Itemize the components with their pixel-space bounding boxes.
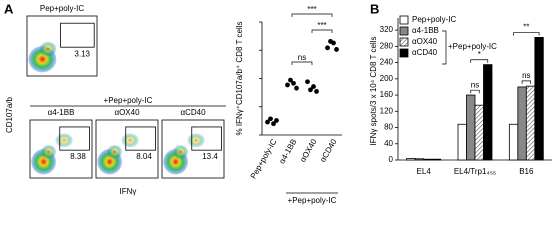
x-tick-label: αCD40	[318, 137, 339, 164]
bar	[414, 158, 425, 161]
bar	[525, 85, 536, 161]
panel-label: A	[4, 1, 14, 16]
gate-value: 8.04	[136, 152, 152, 161]
legend-label: α4-1BB	[412, 26, 439, 35]
y-tick-label: 120	[380, 106, 394, 115]
flow-title: α4-1BB	[48, 108, 75, 117]
data-point	[294, 85, 299, 91]
data-point	[305, 79, 310, 85]
bar	[534, 37, 544, 161]
flow-density	[107, 144, 123, 159]
legend-label: αCD40	[412, 48, 438, 57]
legend-swatch	[399, 26, 409, 36]
flow-gate	[191, 126, 222, 151]
significance-bracket	[291, 13, 333, 17]
significance-label: ***	[307, 5, 316, 14]
bar	[466, 94, 476, 161]
y-tick-label: 40	[384, 139, 393, 148]
x-tick-label: αOX40	[298, 137, 319, 164]
gate-value: 8.38	[70, 152, 86, 161]
y-axis-label: CD107a/b	[5, 96, 14, 133]
significance-bracket	[311, 29, 333, 33]
significance-label: ***	[317, 21, 326, 30]
y-tick-label: 160	[380, 90, 394, 99]
gate-value: 3.13	[74, 50, 90, 59]
significance-label: ns	[298, 53, 306, 62]
data-point	[274, 118, 279, 123]
y-axis-label: % IFNγ⁺CD107a/b⁺ CD8 T cells	[235, 22, 244, 136]
x-tick-label: Pep+poly-IC	[249, 137, 279, 180]
flow-density	[55, 133, 73, 148]
legend-swatch	[399, 15, 409, 25]
x-tick-label: α4-1BB	[277, 138, 298, 166]
y-tick-label: 240	[380, 58, 394, 67]
flow-density	[41, 144, 57, 159]
legend-group-label: +Pep+poly-IC	[448, 42, 497, 51]
data-point	[331, 40, 336, 46]
significance-label: ns	[522, 71, 530, 80]
flow-gate	[59, 126, 90, 151]
flow-title: αOX40	[114, 108, 140, 117]
legend-swatch	[399, 48, 409, 58]
gate-value: 13.4	[202, 152, 218, 161]
data-point	[334, 47, 339, 52]
y-tick-label: 0	[389, 155, 394, 164]
bar	[508, 123, 519, 161]
significance-bracket	[470, 89, 480, 94]
flow-density	[173, 144, 189, 159]
significance-bracket	[470, 59, 489, 63]
significance-label: ns	[471, 80, 479, 89]
legend-label: Pep+poly-IC	[412, 15, 456, 24]
significance-bracket	[521, 80, 531, 84]
figure: A B 3.13 Pep+poly-IC +Pep+poly-IC 8.38 α4-1B…	[4, 1, 552, 205]
x-tick-label: EL4/Trp1₄₅₅	[454, 167, 496, 176]
data-point	[285, 82, 290, 88]
y-axis-label: IFNγ spots/3 x 10⁴ CD8 T cells	[369, 37, 378, 146]
bar	[457, 123, 467, 161]
bar	[483, 64, 493, 161]
x-tick-label: EL4	[417, 167, 432, 176]
bar	[431, 158, 442, 161]
significance-label: **	[523, 23, 529, 32]
flow-density	[39, 41, 57, 57]
data-point	[271, 121, 276, 127]
flow-density	[187, 133, 205, 148]
flow-gate	[60, 22, 95, 48]
flow-density	[121, 133, 139, 148]
flow-title: Pep+poly-IC	[40, 4, 84, 13]
data-point	[291, 80, 296, 86]
data-point	[311, 84, 316, 89]
data-point	[308, 87, 313, 93]
significance-bracket	[291, 61, 313, 65]
panel-label: B	[370, 1, 379, 16]
bar	[423, 158, 433, 161]
x-tick-label: B16	[519, 167, 534, 176]
data-point	[265, 119, 270, 125]
x-axis-label: IFNγ	[120, 187, 137, 196]
group-label: +Pep+poly-IC	[288, 196, 337, 205]
data-point	[314, 89, 319, 94]
y-tick-label: 320	[380, 25, 394, 34]
y-tick-label: 280	[380, 41, 394, 50]
data-point	[288, 77, 293, 83]
bar	[474, 104, 484, 161]
y-tick-label: 80	[384, 123, 393, 132]
data-point	[325, 45, 330, 51]
flow-group-title: +Pep+poly-IC	[104, 96, 153, 105]
bar	[406, 157, 416, 161]
flow-gate	[125, 126, 156, 151]
legend-swatch	[399, 37, 409, 47]
flow-title: αCD40	[180, 108, 206, 117]
significance-label: *	[478, 50, 481, 59]
legend-bracket	[442, 30, 447, 65]
data-point	[268, 116, 273, 122]
significance-bracket	[513, 32, 540, 36]
legend-label: αOX40	[412, 37, 438, 46]
bar	[517, 86, 527, 161]
y-tick-label: 200	[380, 74, 394, 83]
